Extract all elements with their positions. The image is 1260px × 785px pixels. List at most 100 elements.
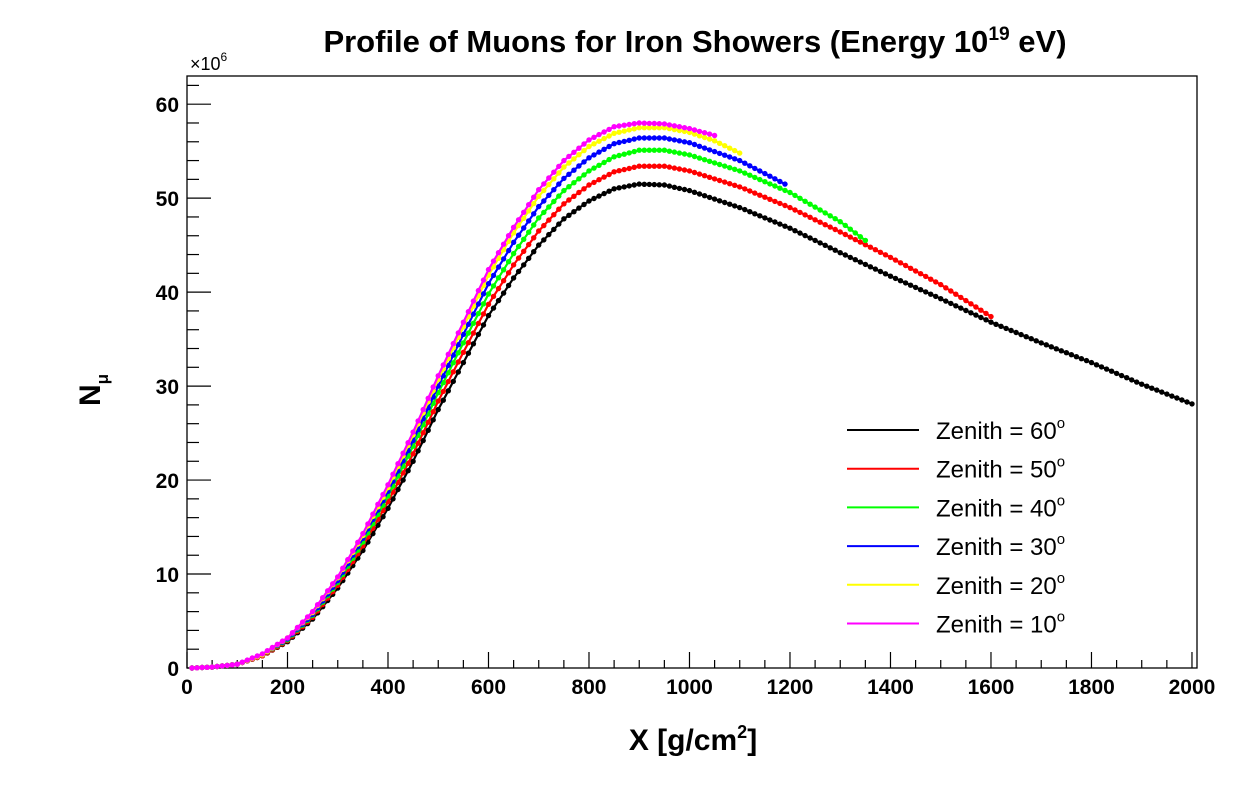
data-point — [510, 275, 517, 281]
y-multiplier-prefix: ×10 — [190, 54, 221, 74]
data-point — [722, 163, 728, 169]
data-point — [1053, 346, 1060, 352]
data-point — [1149, 385, 1155, 391]
data-point — [460, 340, 467, 346]
data-point — [742, 186, 748, 192]
data-point — [862, 261, 869, 268]
data-point — [335, 574, 341, 580]
data-point — [631, 121, 637, 127]
data-point — [722, 143, 728, 149]
data-point — [822, 210, 828, 216]
data-point — [902, 262, 909, 269]
data-point — [445, 378, 451, 385]
data-point — [701, 145, 708, 151]
data-point — [521, 262, 527, 268]
data-point — [747, 188, 753, 194]
data-point — [772, 176, 778, 182]
data-point — [651, 120, 657, 127]
data-point — [264, 648, 271, 654]
data-point — [626, 137, 632, 143]
data-point — [636, 163, 642, 169]
data-point — [571, 167, 577, 173]
data-point — [289, 630, 296, 636]
data-point — [239, 659, 245, 665]
data-point — [521, 248, 527, 254]
data-point — [666, 183, 673, 189]
data-point — [1023, 334, 1029, 340]
data-point — [747, 172, 753, 178]
data-point — [722, 199, 728, 206]
data-point — [430, 384, 436, 390]
data-point — [500, 290, 507, 296]
data-point — [571, 156, 577, 162]
series-line — [191, 149, 867, 670]
legend-entry-degree: o — [1057, 531, 1065, 548]
data-point — [777, 178, 783, 185]
data-point — [455, 342, 461, 348]
data-point — [988, 319, 994, 325]
data-point — [656, 182, 662, 188]
data-point — [631, 182, 637, 188]
legend-entry-degree: o — [1057, 609, 1065, 626]
data-point — [284, 635, 291, 641]
data-point — [732, 147, 738, 154]
data-point — [696, 128, 703, 135]
data-point — [521, 225, 527, 231]
data-point — [732, 203, 738, 209]
data-point — [566, 171, 572, 177]
data-point — [546, 181, 552, 188]
data-point — [611, 154, 617, 160]
data-point — [822, 242, 828, 248]
series-50-deg — [189, 163, 994, 671]
data-point — [390, 496, 396, 502]
data-point — [676, 138, 683, 144]
data-point — [500, 267, 507, 273]
data-point — [998, 323, 1004, 329]
data-point — [953, 303, 959, 309]
x-tick-label: 1800 — [1068, 676, 1115, 699]
data-point — [591, 134, 597, 140]
data-point — [917, 271, 924, 277]
data-point — [701, 173, 708, 179]
data-point — [621, 184, 627, 190]
data-point — [716, 177, 723, 184]
data-point — [510, 250, 517, 257]
data-point — [576, 205, 582, 211]
y-tick-label: 40 — [156, 282, 179, 305]
data-point — [701, 193, 708, 199]
data-point — [1013, 329, 1019, 336]
data-point — [606, 143, 612, 150]
data-point — [455, 350, 461, 356]
data-point — [521, 236, 527, 242]
data-point — [752, 190, 758, 196]
data-point — [395, 461, 401, 467]
data-point — [601, 146, 607, 152]
data-point — [571, 209, 577, 215]
data-point — [405, 460, 411, 466]
data-point — [526, 208, 532, 214]
y-axis-title-subscript: μ — [93, 374, 112, 384]
data-point — [420, 406, 426, 413]
data-point — [1118, 372, 1125, 379]
data-point — [355, 539, 361, 545]
plot-axes: 0 200 400 600 800 1000 1200 1400 1600 1800 2000 0 10… — [156, 75, 1215, 699]
data-point — [882, 271, 889, 277]
data-point — [621, 138, 627, 145]
data-point — [727, 154, 733, 160]
data-point — [450, 360, 456, 366]
data-point — [385, 482, 391, 488]
data-point — [641, 163, 647, 169]
x-axis-title-tail: ] — [747, 724, 757, 757]
data-point — [1078, 356, 1085, 362]
data-point — [515, 268, 522, 275]
data-point — [797, 195, 803, 201]
data-point — [671, 137, 678, 143]
data-point — [445, 370, 451, 376]
y-tick-label: 60 — [156, 94, 179, 117]
data-point — [495, 297, 502, 304]
data-point — [621, 166, 627, 173]
data-point — [279, 638, 286, 644]
data-point — [948, 288, 954, 294]
data-point — [465, 309, 472, 315]
data-point — [440, 388, 446, 395]
